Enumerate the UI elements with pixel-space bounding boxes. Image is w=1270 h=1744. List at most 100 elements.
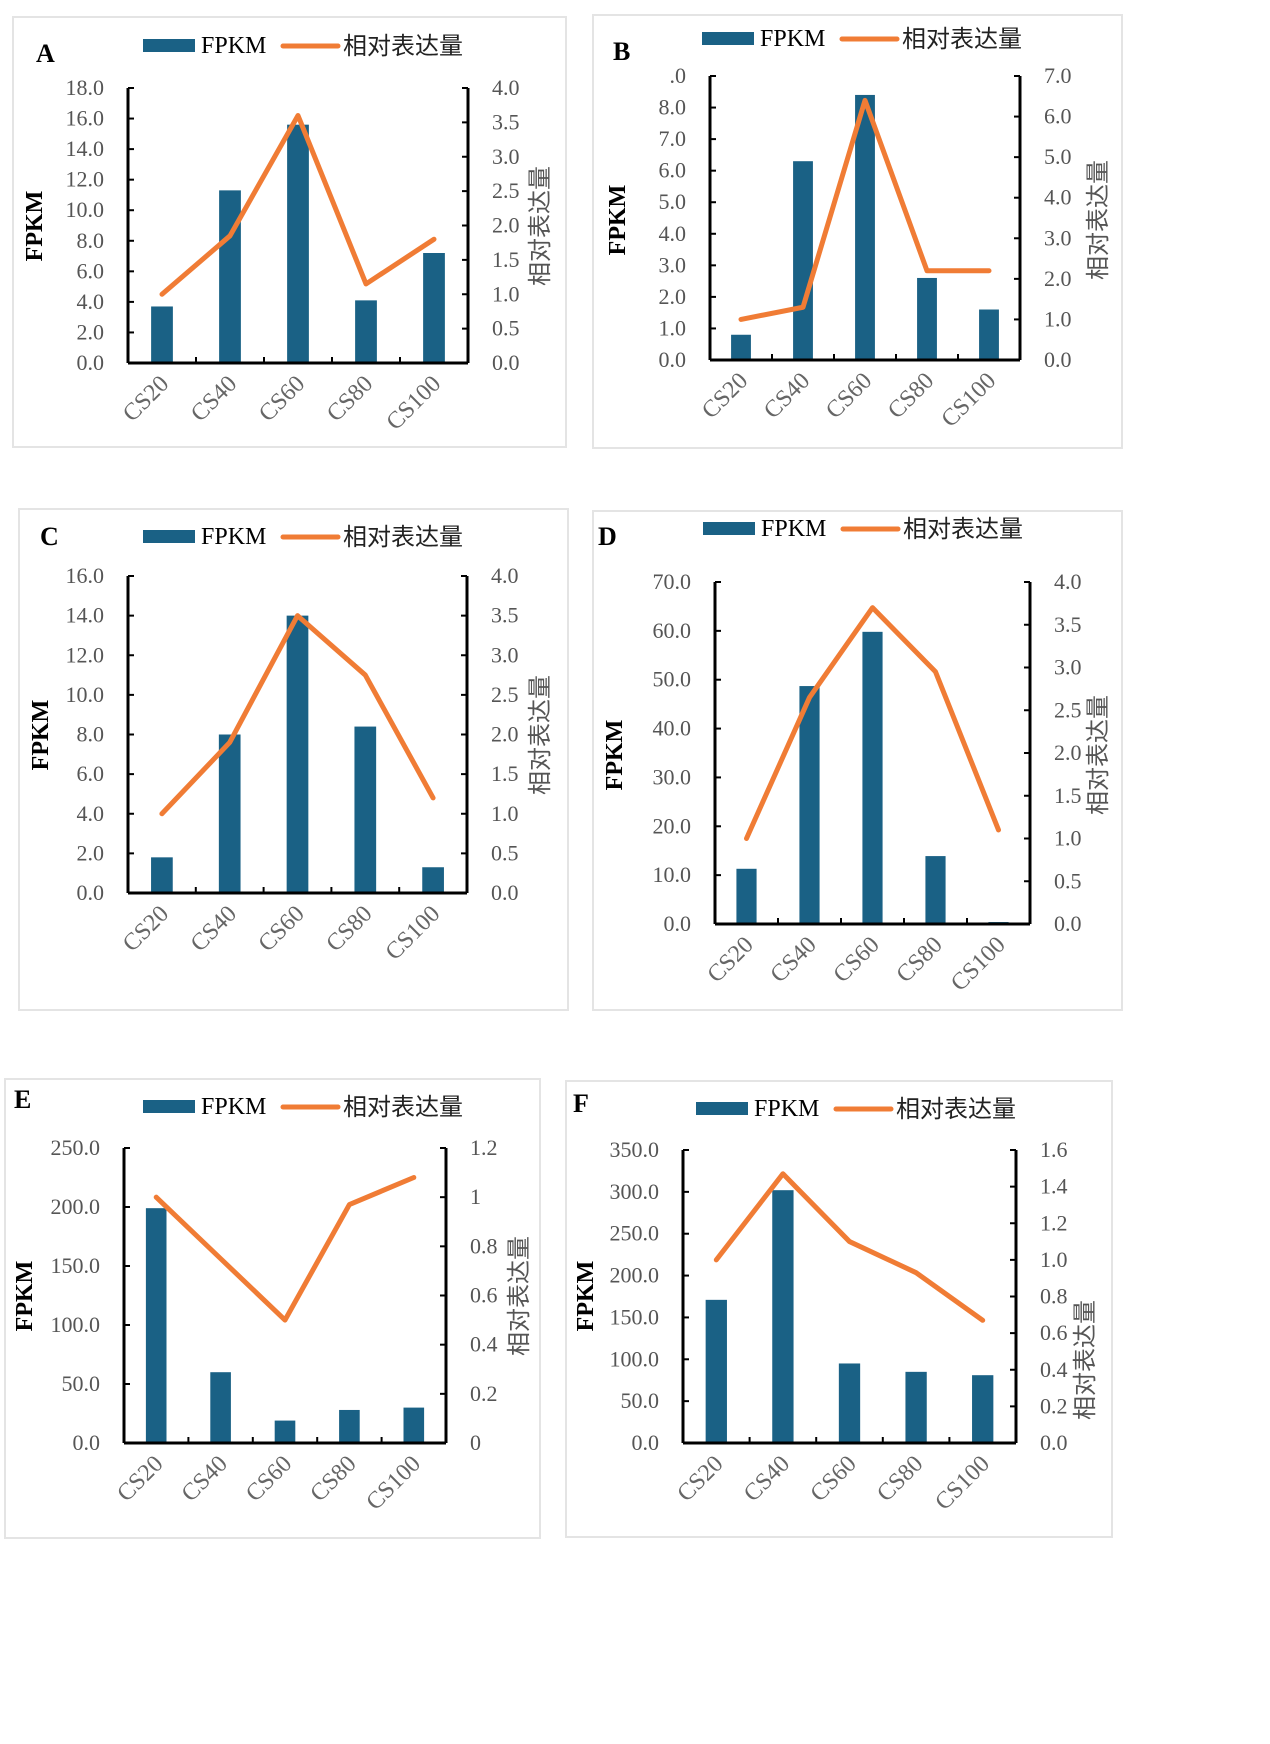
bar-f-cs40 [772,1190,794,1443]
y-tick-label-left-b: 2.0 [659,284,687,309]
y-tick-label-right-f: 0.0 [1040,1430,1068,1455]
x-tick-label-a-cs60: CS60 [254,371,310,427]
legend-label-relative-f: 相对表达量 [896,1095,1016,1123]
y-tick-label-right-a: 4.0 [492,75,520,100]
x-tick-label-b-cs60: CS60 [821,368,877,424]
bar-e-cs20 [145,1208,167,1443]
y-tick-label-right-d: 0.0 [1054,911,1082,936]
y-tick-label-left-e: 50.0 [62,1371,101,1396]
chart-panel-d [592,510,1123,1011]
y-tick-label-left-b: .0 [670,63,687,88]
y-tick-label-right-c: 4.0 [491,563,519,588]
y-tick-label-left-b: 0.0 [659,347,687,372]
bar-f-cs100 [972,1375,994,1443]
y-tick-label-left-e: 200.0 [51,1194,101,1219]
y-tick-label-right-f: 0.8 [1040,1284,1068,1309]
line-series-e [153,1175,417,1323]
legend-label-fpkm-c: FPKM [201,524,266,550]
y-tick-label-right-a: 1.5 [492,247,520,272]
y-axis-title-left-b: FPKM [605,185,631,256]
x-tick-label-a-cs40: CS40 [186,371,242,427]
y-tick-label-left-f: 350.0 [610,1137,660,1162]
y-tick-label-right-c: 2.0 [491,722,519,747]
legend-label-relative-d: 相对表达量 [903,515,1023,543]
y-tick-label-right-f: 1.4 [1040,1174,1068,1199]
bar-d-cs20 [736,868,757,924]
legend-label-fpkm-b: FPKM [760,26,825,52]
x-tick-label-c-cs20: CS20 [118,901,174,957]
legend-bar-swatch-a [143,39,195,52]
x-tick-label-a-cs20: CS20 [118,371,174,427]
x-tick-label-c-cs100: CS100 [381,901,446,966]
y-axis-title-right-e: 相对表达量 [505,1236,533,1356]
x-tick-label-d-cs60: CS60 [829,932,885,988]
bar-d-cs40 [799,686,820,924]
legend-bar-swatch-c [143,530,195,543]
legend-label-fpkm-a: FPKM [201,33,266,59]
legend-label-relative-c: 相对表达量 [343,523,463,551]
bar-e-cs40 [210,1372,231,1443]
panel-letter-a: A [36,39,55,68]
y-tick-label-right-c: 3.0 [491,642,519,667]
bar-c-cs20 [151,857,173,893]
y-tick-label-left-d: 10.0 [653,862,692,887]
y-tick-label-right-a: 3.5 [492,109,520,134]
y-tick-label-left-c: 16.0 [66,563,105,588]
y-tick-label-right-f: 0.2 [1040,1393,1068,1418]
y-axis-title-right-c: 相对表达量 [526,675,554,795]
y-tick-label-right-b: 3.0 [1044,225,1072,250]
y-tick-label-right-e: 1.2 [470,1135,498,1160]
y-tick-label-right-a: 0.5 [492,316,520,341]
y-tick-label-left-a: 0.0 [77,350,105,375]
bar-b-cs80 [917,277,937,360]
y-tick-label-right-c: 0.5 [491,840,519,865]
y-tick-label-right-d: 4.0 [1054,569,1082,594]
y-tick-label-left-a: 14.0 [66,136,105,161]
x-tick-label-c-cs40: CS40 [186,901,242,957]
y-tick-label-left-a: 6.0 [77,258,105,283]
y-tick-label-left-e: 150.0 [51,1253,101,1278]
y-tick-label-left-b: 6.0 [659,158,687,183]
x-tick-label-c-cs60: CS60 [254,901,310,957]
y-tick-label-left-c: 2.0 [77,840,105,865]
legend-bar-swatch-f [696,1102,748,1115]
x-tick-label-e-cs80: CS80 [306,1451,362,1507]
legend-label-fpkm-f: FPKM [754,1096,819,1122]
bar-b-cs60 [855,94,875,360]
x-tick-label-e-cs60: CS60 [241,1451,297,1507]
y-tick-label-left-d: 50.0 [653,667,692,692]
y-tick-label-left-d: 30.0 [653,764,692,789]
x-tick-label-a-cs80: CS80 [322,371,378,427]
y-axis-title-right-f: 相对表达量 [1071,1300,1099,1420]
panel-letter-f: F [573,1089,589,1118]
y-axis-title-left-f: FPKM [573,1261,599,1332]
y-axis-title-left-e: FPKM [12,1261,38,1332]
legend-label-relative-a: 相对表达量 [343,32,463,60]
y-tick-label-right-e: 0.2 [470,1381,498,1406]
y-tick-label-left-f: 100.0 [610,1346,660,1371]
bar-a-cs20 [151,306,173,363]
y-tick-label-right-f: 0.4 [1040,1357,1068,1382]
y-tick-label-left-b: 4.0 [659,221,687,246]
y-axis-title-right-a: 相对表达量 [526,166,554,286]
legend-bar-swatch-b [702,32,754,45]
legend-label-fpkm-d: FPKM [761,516,826,542]
y-tick-label-right-d: 3.0 [1054,655,1082,680]
x-tick-label-e-cs100: CS100 [361,1451,426,1516]
panel-letter-c: C [40,522,59,551]
y-tick-label-left-f: 50.0 [621,1388,660,1413]
y-tick-label-left-c: 6.0 [77,761,105,786]
y-tick-label-left-a: 18.0 [66,75,105,100]
x-tick-label-b-cs20: CS20 [697,368,753,424]
bar-a-cs60 [287,124,309,364]
bar-c-cs60 [286,615,309,893]
y-tick-label-right-d: 1.5 [1054,783,1082,808]
x-tick-label-d-cs100: CS100 [946,932,1011,997]
bar-a-cs100 [423,253,445,363]
x-tick-label-f-cs40: CS40 [739,1451,795,1507]
bar-b-cs20 [731,334,751,360]
y-tick-label-right-d: 0.5 [1054,868,1082,893]
y-tick-label-left-f: 250.0 [610,1221,660,1246]
x-tick-label-b-cs80: CS80 [883,368,939,424]
